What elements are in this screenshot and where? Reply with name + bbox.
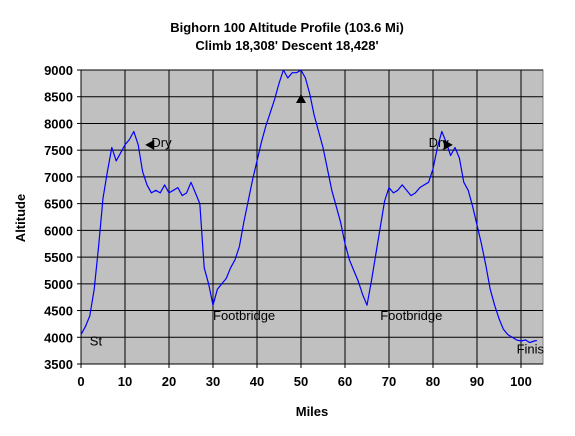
altitude-line-series-0 xyxy=(80,69,537,344)
y-tick-label-10: 8500 xyxy=(44,90,73,105)
x-tick-label-4: 40 xyxy=(250,374,264,389)
dry-arrow-right-icon xyxy=(443,139,453,150)
y-tick-label-6: 6500 xyxy=(44,197,73,212)
x-tick-label-10: 100 xyxy=(510,374,532,389)
y-tick-label-7: 7000 xyxy=(44,170,73,185)
annotation-label-2: Footbridge xyxy=(380,308,442,323)
y-tick-label-8: 7500 xyxy=(44,143,73,158)
plot-area: 3500 4000 4500 5000 5500 6000 6500 7000 7500 8000… xyxy=(44,63,544,389)
x-tick-label-1: 10 xyxy=(118,374,132,389)
x-tick-label-6: 60 xyxy=(338,374,352,389)
plot-background xyxy=(80,69,544,365)
dry-arrow-left-icon xyxy=(145,139,155,150)
y-tick-label-0: 3500 xyxy=(44,357,73,372)
y-tick-label-4: 5500 xyxy=(44,250,73,265)
summit-arrow-up-icon xyxy=(296,94,306,104)
annotation-label-4: St xyxy=(90,333,103,348)
y-tick-label-9: 8000 xyxy=(44,116,73,131)
x-tick-label-9: 90 xyxy=(470,374,484,389)
y-tick-label-1: 4000 xyxy=(44,330,73,345)
x-tick-label-8: 80 xyxy=(426,374,440,389)
y-tick-label-3: 5000 xyxy=(44,277,73,292)
x-tick-label-5: 50 xyxy=(294,374,308,389)
y-axis-title: Altitude xyxy=(13,194,28,242)
x-tick-label-0: 0 xyxy=(77,374,84,389)
annotation-label-1: Footbridge xyxy=(213,308,275,323)
annotation-label-5: Finis xyxy=(517,341,545,356)
x-tick-label-3: 30 xyxy=(206,374,220,389)
annotation-label-0: Dry xyxy=(151,135,172,150)
y-tick-label-5: 6000 xyxy=(44,223,73,238)
x-tick-label-7: 70 xyxy=(382,374,396,389)
x-axis-title: Miles xyxy=(296,404,329,419)
x-tick-label-2: 20 xyxy=(162,374,176,389)
chart-title: Bighorn 100 Altitude Profile (103.6 Mi) xyxy=(170,20,404,35)
chart-subtitle: Climb 18,308' Descent 18,428' xyxy=(195,38,378,53)
y-tick-label-11: 9000 xyxy=(44,63,73,78)
y-tick-label-2: 4500 xyxy=(44,304,73,319)
